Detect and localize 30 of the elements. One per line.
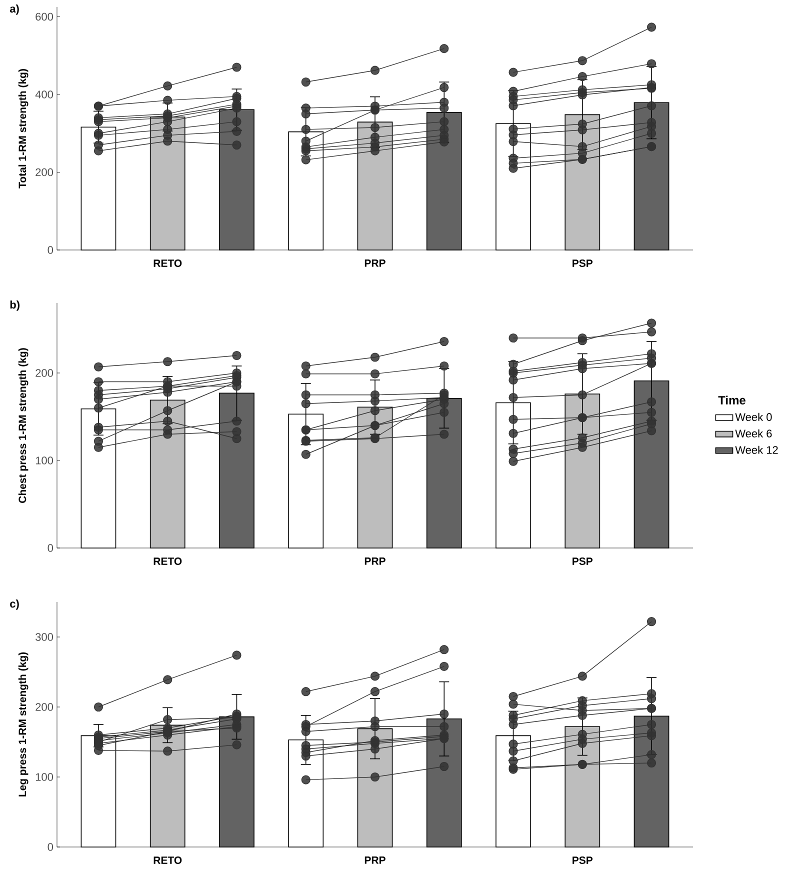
chart-title: b) bbox=[10, 300, 20, 311]
x-tick-label: PRP bbox=[364, 260, 386, 267]
x-tick-label: PRP bbox=[364, 558, 386, 565]
y-axis-title: Chest press 1-RM strength (kg) bbox=[18, 348, 28, 503]
y-tick-label: 200 bbox=[36, 703, 54, 711]
y-axis-title: Leg press 1-RM strength (kg) bbox=[18, 652, 28, 796]
x-tick-label: PSP bbox=[572, 558, 593, 565]
legend-label: Week 12 bbox=[735, 446, 778, 454]
legend-title: Time bbox=[718, 396, 746, 404]
y-tick-label: 600 bbox=[36, 12, 54, 21]
chart-title: c) bbox=[10, 600, 19, 610]
x-tick-label: RETO bbox=[154, 558, 182, 565]
legend-label: Week 0 bbox=[735, 412, 772, 421]
y-tick-label: 400 bbox=[35, 90, 54, 98]
chart-title: a) bbox=[10, 4, 19, 15]
y-tick-label: 0 bbox=[48, 544, 54, 552]
x-tick-label: PRP bbox=[364, 856, 386, 864]
x-tick-label: PSP bbox=[572, 260, 593, 267]
y-axis-title: Total 1-RM strength (kg) bbox=[18, 69, 28, 188]
y-tick-label: 0 bbox=[48, 843, 54, 851]
y-tick-label: 200 bbox=[36, 369, 54, 377]
y-tick-label: 300 bbox=[36, 633, 54, 641]
y-tick-label: 100 bbox=[36, 456, 54, 464]
x-tick-label: RETO bbox=[154, 260, 182, 267]
y-tick-label: 0 bbox=[48, 246, 54, 254]
x-tick-label: PSP bbox=[572, 856, 593, 864]
y-tick-label: 100 bbox=[36, 773, 54, 781]
x-tick-label: RETO bbox=[154, 856, 182, 864]
y-tick-label: 200 bbox=[36, 168, 54, 176]
legend-label: Week 6 bbox=[735, 429, 772, 438]
